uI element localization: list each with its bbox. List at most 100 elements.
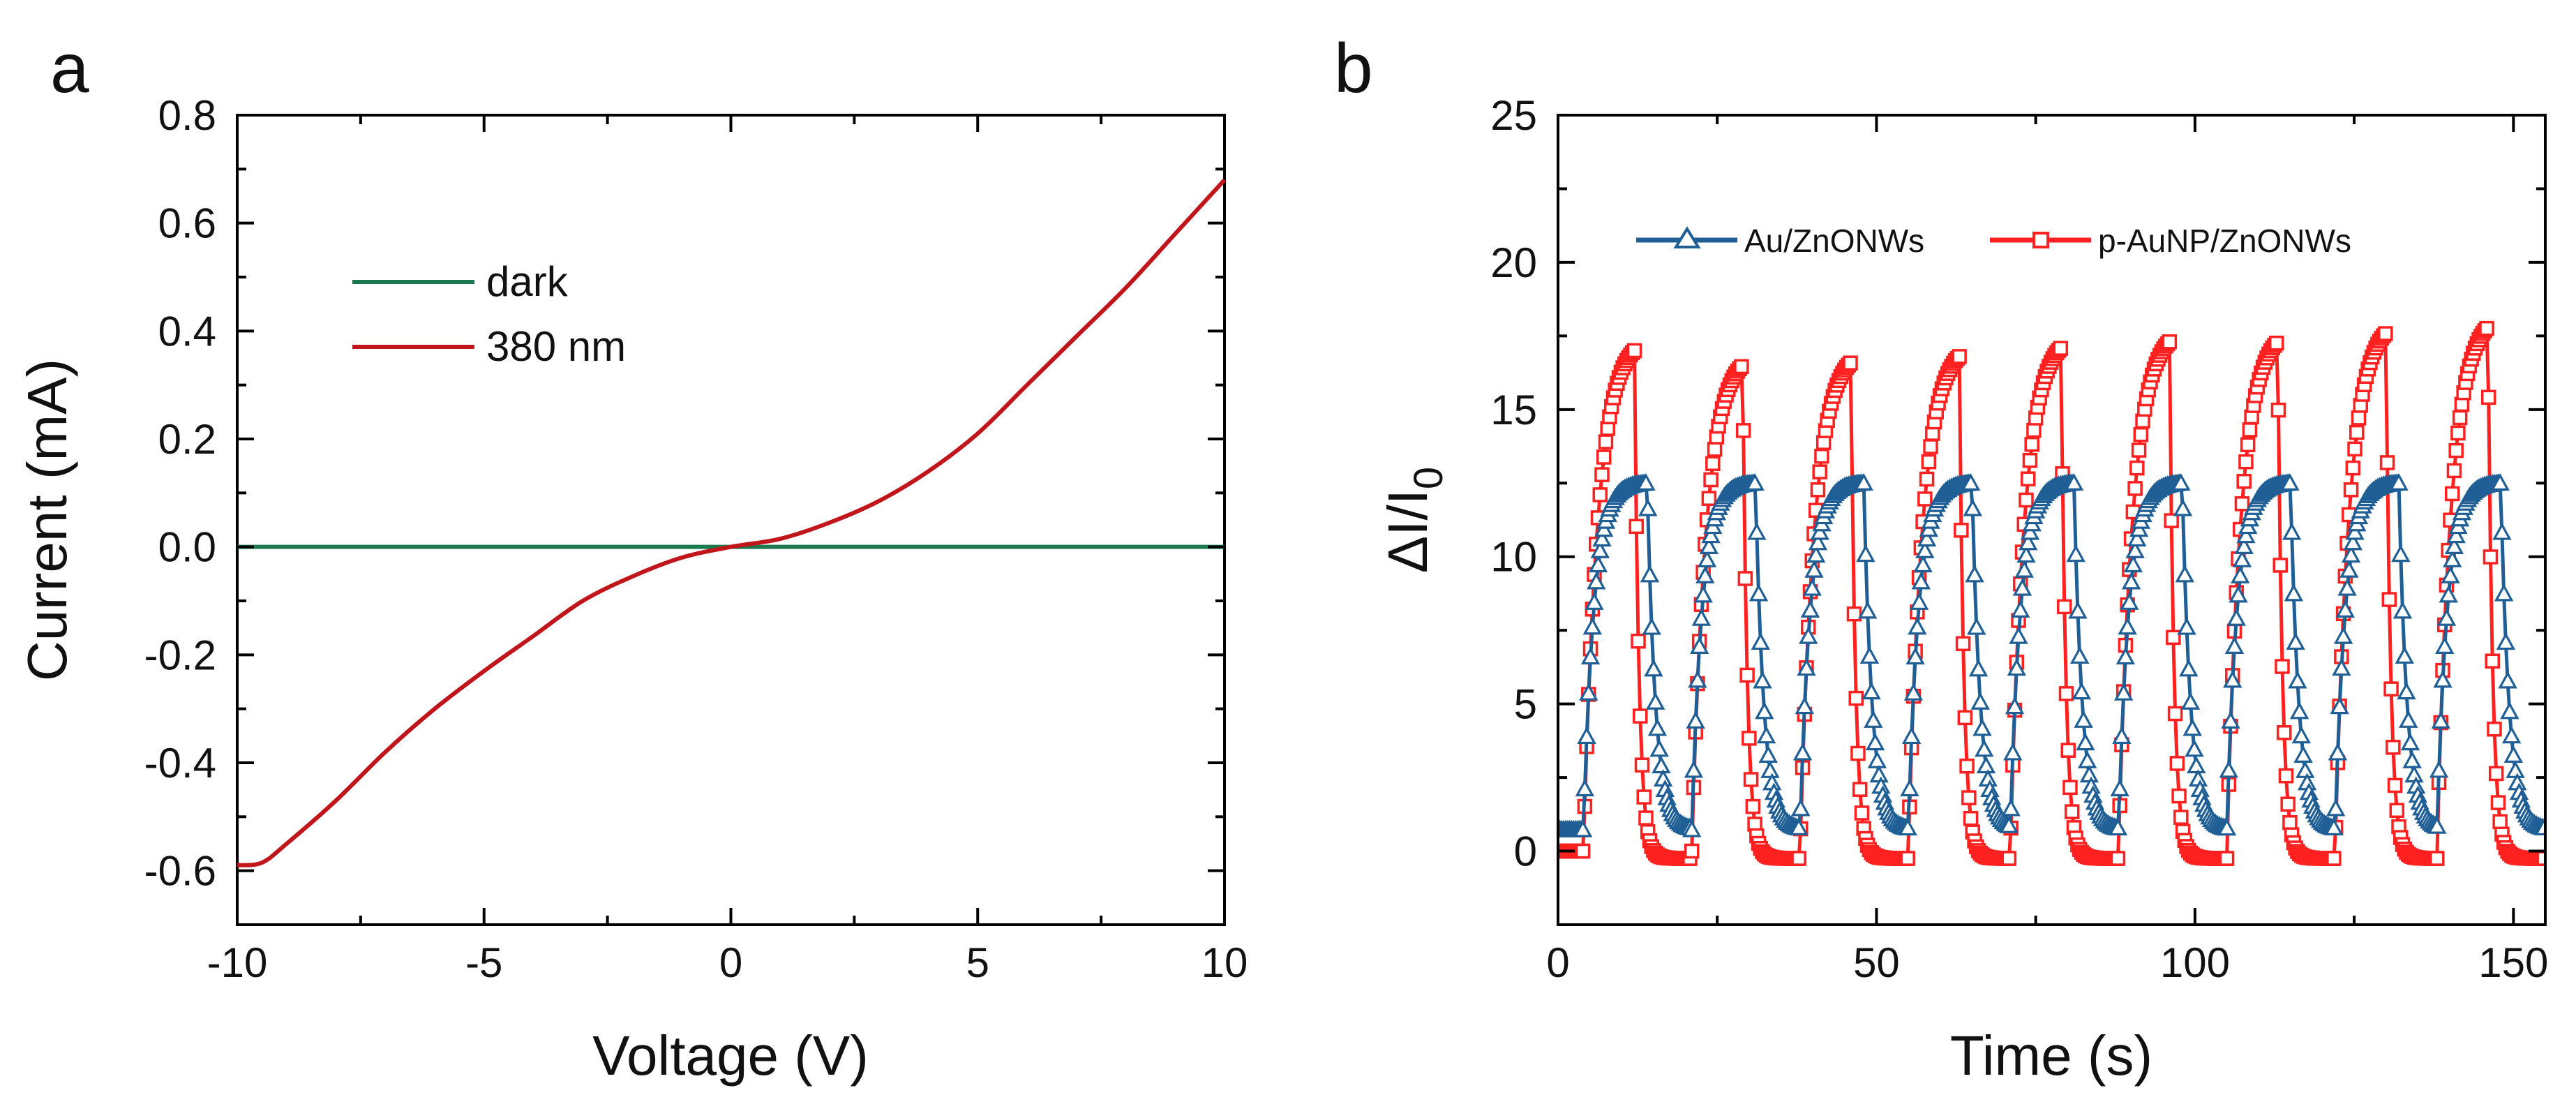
data-point: [1923, 439, 1938, 454]
data-point: [2500, 701, 2519, 720]
data-point: [1745, 472, 1765, 491]
data-point: [2113, 683, 2134, 701]
y-tick-label: 0.4: [158, 308, 216, 355]
data-point: [1917, 529, 1937, 547]
data-point: [2494, 583, 2514, 602]
data-point: [2332, 658, 2351, 676]
data-point: [1587, 572, 1606, 590]
data-point: [2066, 544, 2085, 562]
data-point: [2446, 526, 2466, 544]
data-point: [1703, 472, 1718, 488]
data-point: [1900, 779, 1919, 797]
x-tick-label: 5: [966, 939, 989, 986]
data-point: [1901, 726, 1922, 745]
data-point: [2057, 599, 2072, 615]
data-point: [2219, 851, 2235, 866]
data-point: [2014, 560, 2034, 578]
data-point: [2116, 647, 2136, 665]
data-point: [1955, 636, 1971, 652]
y-tick-label: -0.2: [144, 632, 216, 678]
data-point: [2441, 565, 2460, 583]
data-point: [1577, 726, 1596, 745]
data-point: [2112, 726, 2132, 745]
data-point: [1911, 572, 1931, 590]
data-point: [2291, 726, 2312, 744]
x-tick-label: -5: [465, 939, 502, 986]
x-tick-label: 0: [719, 939, 742, 986]
data-point: [2171, 473, 2191, 491]
data-point: [1594, 467, 1610, 482]
data-point: [1865, 733, 1885, 751]
data-point: [1697, 550, 1717, 567]
data-point: [2162, 334, 2178, 350]
data-point: [1573, 819, 1593, 837]
data-point: [2448, 442, 2464, 459]
data-point: [1755, 701, 1774, 720]
y-tick-label: 25: [1490, 92, 1537, 139]
data-point: [1596, 449, 1612, 465]
data-point: [2177, 617, 2196, 635]
data-point: [1753, 671, 1772, 689]
data-point: [2167, 706, 2183, 722]
data-point: [1588, 555, 1608, 573]
data-point: [1963, 498, 1983, 516]
data-point: [2337, 578, 2357, 596]
data-point: [2058, 686, 2074, 701]
data-point: [2429, 760, 2449, 778]
data-point: [1957, 710, 1973, 726]
data-point: [1854, 472, 1873, 491]
data-point: [2064, 804, 2080, 819]
data-point: [1970, 692, 1990, 710]
data-point: [2379, 455, 2395, 470]
data-point: [1972, 718, 1992, 736]
data-point: [1808, 532, 1828, 551]
data-point: [1575, 843, 1591, 859]
data-point: [2127, 529, 2147, 547]
legend-triangle-marker: [1673, 226, 1701, 248]
data-point: [2444, 486, 2460, 502]
data-point: [1645, 692, 1665, 710]
data-point: [1909, 592, 1929, 610]
data-point: [1747, 522, 1767, 540]
y-axis-title-subscript: 0: [1406, 467, 1451, 489]
data-point: [2020, 522, 2040, 540]
data-point: [2062, 780, 2078, 796]
y-tick-label: 0: [1514, 828, 1537, 875]
data-point: [2427, 816, 2447, 834]
data-point: [2240, 437, 2256, 453]
data-point: [2110, 851, 2126, 866]
data-point: [1952, 349, 1967, 364]
data-point: [2395, 646, 2414, 664]
data-point: [2173, 810, 2189, 825]
data-point: [2072, 682, 2092, 700]
data-point: [1695, 565, 1715, 583]
data-point: [1919, 471, 1935, 487]
data-point: [1742, 731, 1757, 746]
data-point: [1976, 756, 1996, 774]
legend-square-marker: [2032, 232, 2049, 248]
x-tick-label: 0: [1546, 939, 1569, 986]
data-point: [1810, 522, 1829, 540]
data-point: [2012, 578, 2032, 596]
series-au-znonws: [1558, 472, 2545, 837]
data-point: [1814, 448, 1829, 464]
data-point: [1967, 617, 1986, 635]
data-point: [2121, 572, 2141, 590]
data-point: [1908, 617, 1927, 635]
data-point: [2026, 422, 2042, 438]
data-point: [2118, 617, 2137, 635]
data-point: [2232, 550, 2252, 567]
data-point: [2001, 851, 2017, 866]
data-point: [2079, 765, 2099, 783]
data-point: [2110, 779, 2129, 797]
data-point: [1968, 659, 1989, 677]
data-point: [1638, 810, 1654, 826]
panel-a-plot-area: [236, 114, 1227, 926]
data-point: [2397, 682, 2416, 700]
data-point: [2125, 540, 2145, 558]
data-point: [1691, 608, 1712, 626]
data-point: [2182, 718, 2202, 736]
data-point: [1903, 683, 1924, 701]
data-point: [2019, 492, 2034, 508]
data-point: [1582, 617, 1603, 635]
